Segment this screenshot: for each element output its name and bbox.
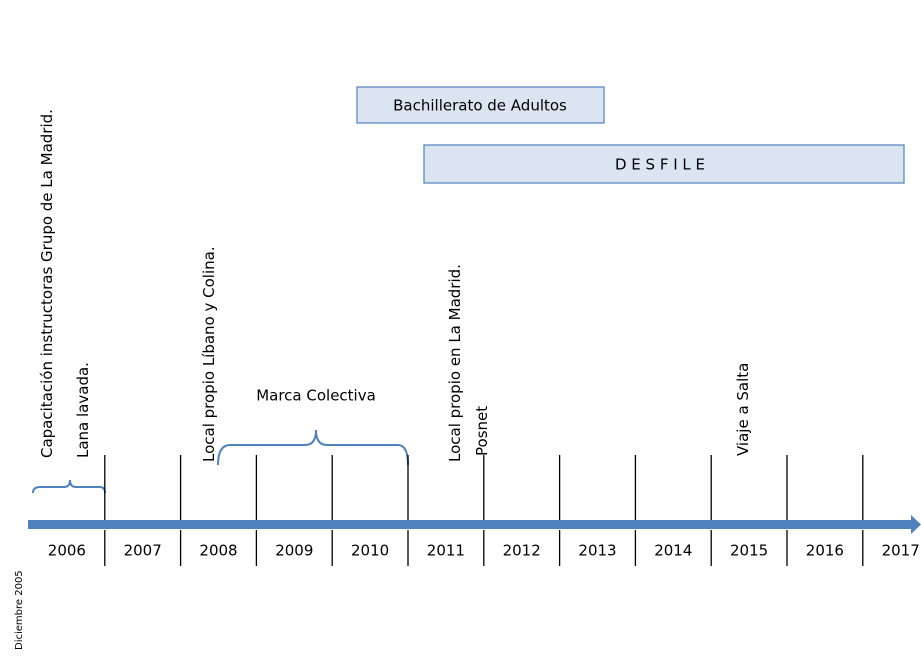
year-label: 2017 [882, 542, 920, 560]
year-label: 2006 [48, 542, 86, 560]
event-label: Local propio Líbano y Colina. [200, 246, 218, 462]
event-label: Viaje a Salta [734, 363, 752, 456]
start-label: Diciembre 2005 [14, 570, 25, 650]
event-label: Local propio en La Madrid. [446, 264, 464, 462]
box-label: Bachillerato de Adultos [393, 97, 567, 115]
brace [217, 429, 409, 466]
timeline-bar [28, 520, 913, 529]
year-label: 2010 [351, 542, 389, 560]
year-label: 2007 [124, 542, 162, 560]
year-label: 2009 [275, 542, 313, 560]
year-label: 2013 [578, 542, 616, 560]
year-label: 2015 [730, 542, 768, 560]
span-label: Marca Colectiva [256, 387, 376, 405]
event-label: Lana lavada. [74, 362, 92, 458]
event-label: Capacitación instructoras Grupo de La Ma… [38, 109, 56, 458]
year-label: 2014 [654, 542, 692, 560]
event-label: Posnet [473, 406, 491, 456]
year-label: 2011 [427, 542, 465, 560]
desfile-box [423, 144, 905, 184]
year-label: 2016 [806, 542, 844, 560]
box-label: D E S F I L E [615, 156, 705, 174]
brace [32, 479, 106, 494]
bachillerato-box [356, 86, 605, 124]
year-label: 2008 [199, 542, 237, 560]
year-label: 2012 [503, 542, 541, 560]
timeline-arrow [911, 515, 921, 534]
